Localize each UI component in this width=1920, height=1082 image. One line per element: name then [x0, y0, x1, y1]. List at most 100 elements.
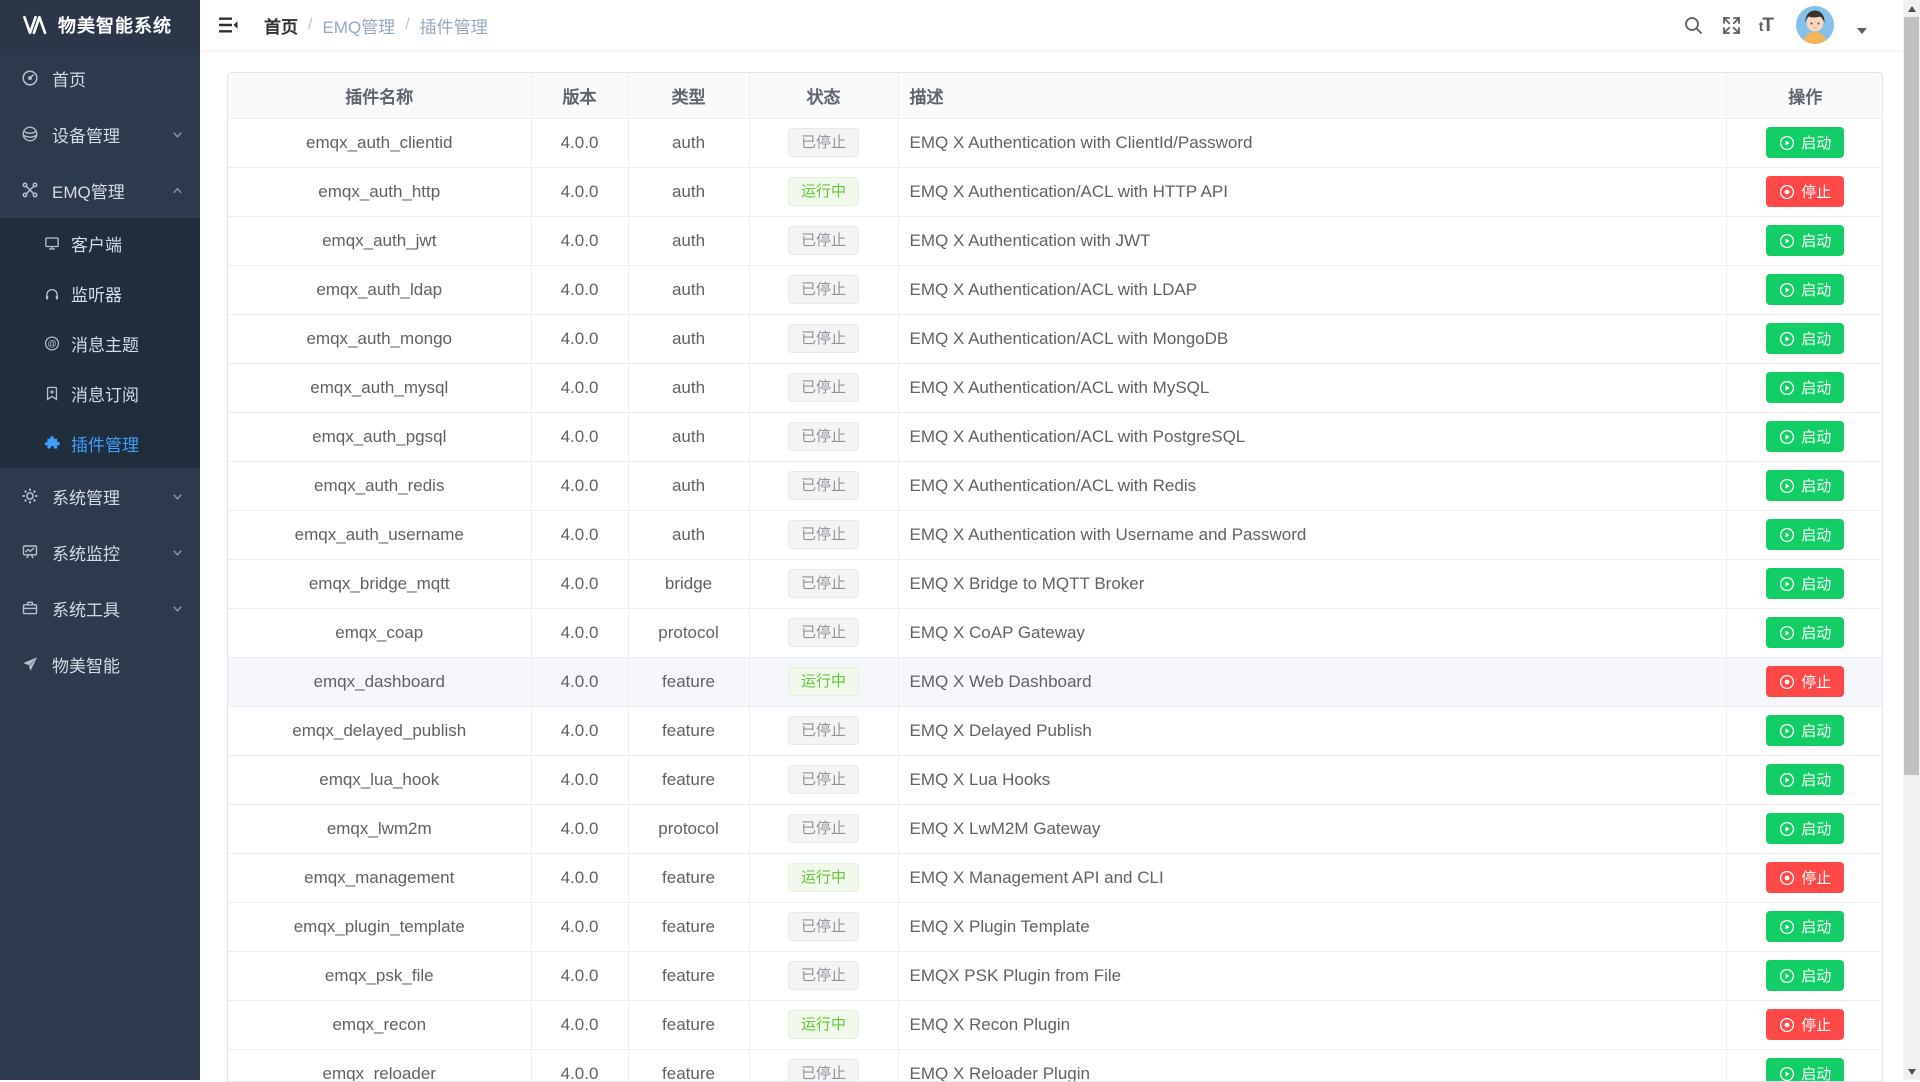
sidebar-item-clients[interactable]: 客户端 [0, 218, 200, 268]
action-label: 启动 [1801, 968, 1832, 985]
action-label: 停止 [1801, 870, 1832, 887]
action-button[interactable]: 停止 [1766, 176, 1845, 207]
cell-version: 4.0.0 [531, 657, 629, 707]
scroll-down-arrow[interactable] [1903, 1063, 1920, 1080]
action-button[interactable]: 启动 [1766, 372, 1845, 403]
cell-actions: 启动 [1726, 412, 1882, 462]
table-row: emqx_psk_file 4.0.0 feature 已停止 EMQX PSK… [228, 951, 1882, 1001]
action-button[interactable]: 启动 [1766, 617, 1845, 648]
sidebar-item-label: 系统监控 [52, 544, 120, 564]
action-label: 启动 [1801, 478, 1832, 495]
cell-description: EMQ X Web Dashboard [898, 657, 1727, 707]
table-row: emqx_auth_jwt 4.0.0 auth 已停止 EMQ X Authe… [228, 216, 1882, 266]
sidebar-item-system-admin[interactable]: 系统管理 [0, 468, 200, 524]
sidebar-item-wumei-ai[interactable]: 物美智能 [0, 636, 200, 692]
cell-name: emqx_dashboard [228, 657, 532, 707]
table-row: emqx_lua_hook 4.0.0 feature 已停止 EMQ X Lu… [228, 755, 1882, 805]
breadcrumb-home[interactable]: 首页 [264, 17, 298, 37]
start-icon [1780, 135, 1795, 150]
action-button[interactable]: 启动 [1766, 960, 1845, 991]
sidebar-item-system-monitor[interactable]: 系统监控 [0, 524, 200, 580]
sidebar-item-label: 系统工具 [52, 600, 120, 620]
sidebar-item-system-tools[interactable]: 系统工具 [0, 580, 200, 636]
action-button[interactable]: 启动 [1766, 274, 1845, 305]
logo-icon [23, 15, 47, 35]
action-button[interactable]: 启动 [1766, 1058, 1845, 1081]
cell-version: 4.0.0 [531, 118, 629, 168]
cell-type: feature [628, 902, 750, 952]
cell-description: EMQ X Plugin Template [898, 902, 1727, 952]
emq-submenu: 客户端 监听器 @ 消息主题 消息订阅 插件管理 [0, 218, 200, 468]
cell-description: EMQ X Recon Plugin [898, 1000, 1727, 1050]
action-button[interactable]: 启动 [1766, 911, 1845, 942]
cell-type: bridge [628, 559, 750, 609]
cell-description: EMQ X Bridge to MQTT Broker [898, 559, 1727, 609]
scrollbar-thumb[interactable] [1904, 17, 1919, 775]
action-button[interactable]: 启动 [1766, 813, 1845, 844]
cell-actions: 停止 [1726, 1000, 1882, 1050]
sidebar-item-subscriptions[interactable]: 消息订阅 [0, 368, 200, 418]
avatar[interactable] [1796, 6, 1834, 44]
sidebar-item-topics[interactable]: @ 消息主题 [0, 318, 200, 368]
dashboard-icon [22, 70, 38, 86]
cell-version: 4.0.0 [531, 265, 629, 315]
start-icon [1780, 772, 1795, 787]
action-button[interactable]: 启动 [1766, 127, 1845, 158]
cell-description: EMQ X Authentication/ACL with LDAP [898, 265, 1727, 315]
cell-actions: 启动 [1726, 314, 1882, 364]
stop-icon [1780, 184, 1795, 199]
text-size-icon[interactable]: tT [1758, 14, 1774, 36]
action-button[interactable]: 启动 [1766, 715, 1845, 746]
cell-name: emqx_auth_pgsql [228, 412, 532, 462]
subscribe-icon [46, 386, 58, 401]
stop-icon [1780, 870, 1795, 885]
table-row: emqx_management 4.0.0 feature 运行中 EMQ X … [228, 853, 1882, 903]
sidebar-toggle-icon[interactable] [217, 14, 239, 36]
search-icon[interactable] [1683, 15, 1704, 36]
cell-name: emqx_lwm2m [228, 804, 532, 854]
cell-version: 4.0.0 [531, 804, 629, 854]
action-button[interactable]: 启动 [1766, 764, 1845, 795]
cell-type: auth [628, 118, 750, 168]
action-button[interactable]: 停止 [1766, 862, 1845, 893]
cell-status: 已停止 [749, 118, 899, 168]
cell-actions: 启动 [1726, 510, 1882, 560]
sidebar-item-plugins[interactable]: 插件管理 [0, 418, 200, 468]
action-label: 启动 [1801, 527, 1832, 544]
cell-type: feature [628, 1000, 750, 1050]
emq-icon [22, 182, 38, 198]
scroll-up-arrow[interactable] [1903, 0, 1920, 17]
action-button[interactable]: 启动 [1766, 568, 1845, 599]
fullscreen-icon[interactable] [1721, 15, 1742, 36]
table-row: emqx_delayed_publish 4.0.0 feature 已停止 E… [228, 706, 1882, 756]
cell-version: 4.0.0 [531, 314, 629, 364]
cell-description: EMQ X Reloader Plugin [898, 1049, 1727, 1081]
start-icon [1780, 282, 1795, 297]
status-badge: 运行中 [787, 177, 859, 206]
cell-name: emqx_lua_hook [228, 755, 532, 805]
status-badge: 运行中 [787, 667, 859, 696]
action-button[interactable]: 启动 [1766, 421, 1845, 452]
action-button[interactable]: 启动 [1766, 323, 1845, 354]
cell-status: 已停止 [749, 412, 899, 462]
action-button[interactable]: 启动 [1766, 470, 1845, 501]
page-scrollbar[interactable] [1903, 0, 1920, 1080]
status-badge: 已停止 [787, 520, 859, 549]
status-badge: 已停止 [787, 961, 859, 990]
cell-description: EMQ X Authentication/ACL with PostgreSQL [898, 412, 1727, 462]
cell-name: emqx_coap [228, 608, 532, 658]
sidebar-item-devices[interactable]: 设备管理 [0, 106, 200, 162]
monitor-icon [22, 545, 38, 559]
sidebar-item-home[interactable]: 首页 [0, 50, 200, 106]
sidebar-item-emq[interactable]: EMQ管理 [0, 162, 200, 218]
sidebar-item-listeners[interactable]: 监听器 [0, 268, 200, 318]
col-actions: 操作 [1726, 73, 1882, 119]
cell-actions: 启动 [1726, 461, 1882, 511]
action-button[interactable]: 停止 [1766, 666, 1845, 697]
action-button[interactable]: 启动 [1766, 519, 1845, 550]
action-button[interactable]: 停止 [1766, 1009, 1845, 1040]
caret-down-icon[interactable] [1857, 28, 1867, 34]
client-icon [45, 236, 59, 250]
table-row: emqx_auth_ldap 4.0.0 auth 已停止 EMQ X Auth… [228, 265, 1882, 315]
action-button[interactable]: 启动 [1766, 225, 1845, 256]
